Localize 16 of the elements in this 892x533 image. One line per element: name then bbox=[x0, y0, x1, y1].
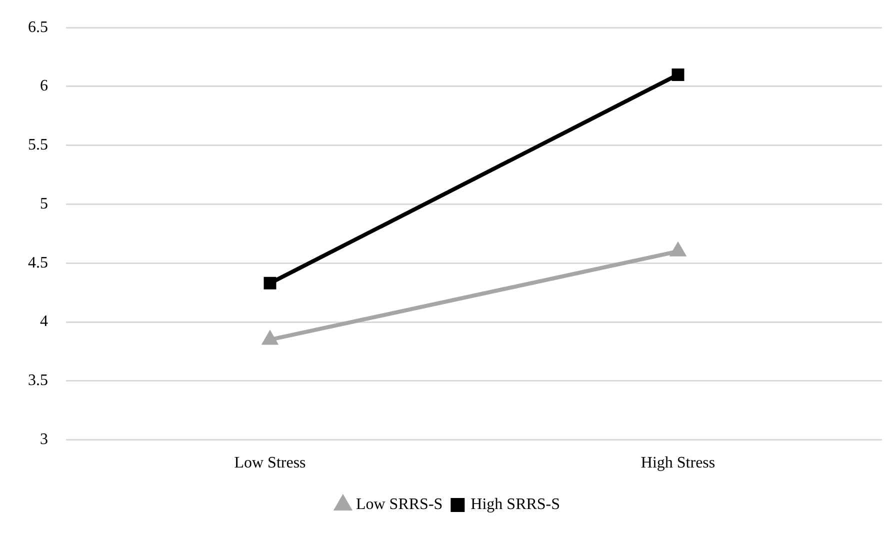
x-tick-label: High Stress bbox=[640, 454, 716, 472]
x-tick-label: Low Stress bbox=[234, 454, 306, 472]
legend-label: High SRRS-S bbox=[470, 496, 560, 514]
point bbox=[262, 332, 278, 345]
point bbox=[670, 243, 686, 256]
y-tick-label: 4.5 bbox=[28, 254, 48, 272]
point bbox=[264, 276, 276, 290]
y-tick-label: 3 bbox=[40, 431, 48, 448]
point bbox=[672, 68, 684, 81]
y-tick-label: 5 bbox=[40, 195, 48, 212]
legend-label: Low SRRS-S bbox=[356, 496, 443, 514]
y-tick-label: 6.5 bbox=[28, 18, 48, 36]
y-tick-label: 5.5 bbox=[28, 136, 48, 154]
y-tick-label: 3.5 bbox=[28, 372, 48, 390]
y-tick-label: 4 bbox=[40, 313, 48, 330]
y-tick-label: 6 bbox=[40, 78, 48, 95]
